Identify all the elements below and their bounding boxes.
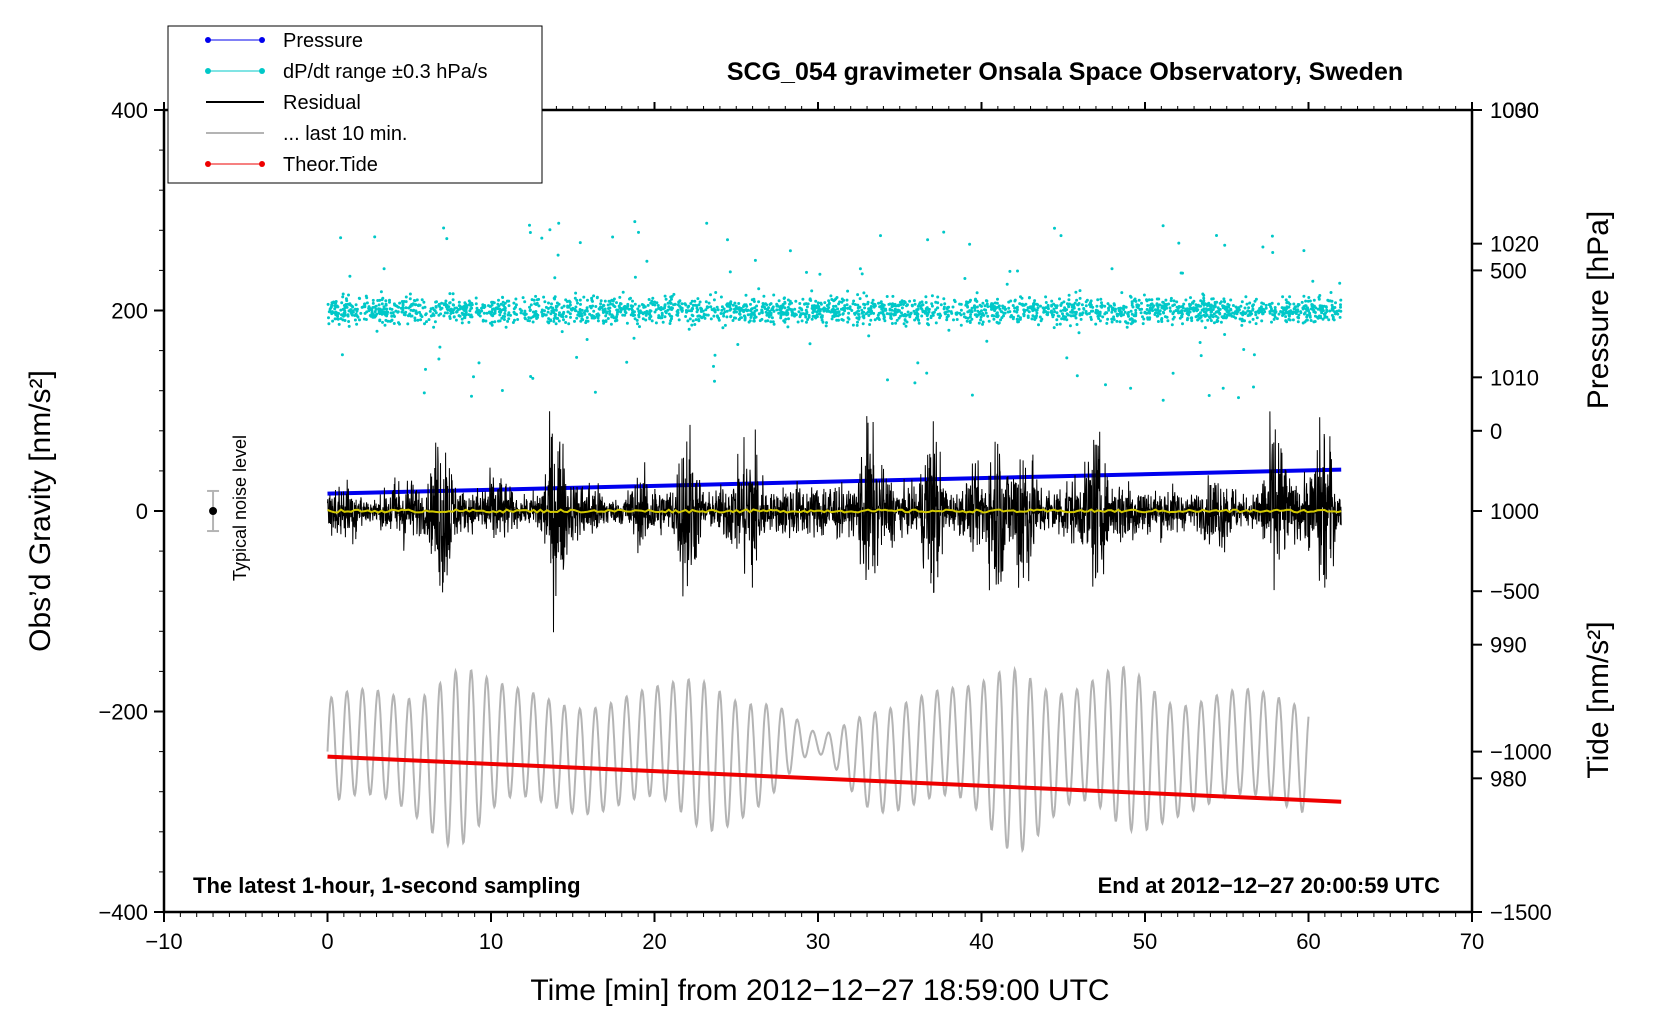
y-tick-label-left: −400 [98,900,148,925]
pressure-tick-label: 980 [1490,766,1527,791]
x-tick-label: 0 [321,929,333,954]
annotation-end-time: End at 2012−12−27 20:00:59 UTC [1098,873,1441,898]
pressure-tick-label: 1020 [1490,232,1539,257]
legend-label: Pressure [283,30,363,52]
tide-tick-label: 1000 [1490,98,1539,123]
noise-marker-dot [209,507,218,515]
legend: Pressure dP/dt range ±0.3 hPa/s Residual..… [167,25,543,184]
x-tick-label: 30 [806,929,830,954]
x-axis-label: Time [min] from 2012−12−27 18:59:00 UTC [530,974,1109,1007]
y-tick-label-left: 0 [136,499,148,524]
legend-swatch-dot [259,161,265,167]
pressure-line [327,467,1342,496]
tide-tick-label: −1000 [1490,740,1552,765]
tide-tick-label: −1500 [1490,900,1552,925]
x-tick-label: −10 [145,929,182,954]
legend-label: Theor.Tide [283,154,378,176]
y-axis-label-tide: Tide [nm/s²] [1582,621,1615,778]
dpdt-scatter-points [326,220,1343,402]
x-tick-label: 70 [1460,929,1484,954]
annotation-sampling: The latest 1-hour, 1-second sampling [193,873,581,898]
legend-swatch-dot [205,37,211,43]
axes-layer: −10 0 10 20 30 40 50 60 704002000−200−4001030102… [98,98,1551,954]
tide-tick-label: −500 [1490,579,1540,604]
legend-swatch-dot [205,161,211,167]
residual-line [327,411,1342,633]
x-tick-label: 10 [479,929,503,954]
pressure-tick-label: 1030 [1490,98,1539,123]
x-tick-label: 40 [969,929,993,954]
legend-swatch-dot [205,68,211,74]
x-tick-label: 60 [1296,929,1320,954]
tide-tick-label: 500 [1490,258,1527,283]
pressure-tick-label: 990 [1490,633,1527,658]
y-tick-label-left: −200 [98,700,148,725]
noise-marker [207,489,220,533]
legend-swatch-dot [259,37,265,43]
legend-swatch-dot [259,68,265,74]
legend-label: ... last 10 min. [283,123,408,145]
y-axis-label-pressure: Pressure [hPa] [1582,211,1615,409]
pressure-tick-label: 1000 [1490,499,1539,524]
y-tick-label-left: 400 [111,98,148,123]
theor-tide-line [327,754,1342,804]
y-axis-label-gravity-text: Obs’d Gravity [nm/s²] [24,370,57,652]
pressure-tick-label: 1010 [1490,365,1539,390]
legend-box [167,25,543,184]
chart-title: SCG_054 gravimeter Onsala Space Observat… [727,58,1403,86]
x-tick-label: 20 [642,929,666,954]
tide-tick-label: 0 [1490,419,1502,444]
y-tick-label-left: 200 [111,299,148,324]
noise-level-label: Typical noise level [230,435,250,581]
residual-mean-line [327,508,1342,514]
y-axis-label-gravity: Obs’d Gravity [nm/s²] [24,370,57,652]
data-layer [326,220,1343,854]
legend-label: dP/dt range ±0.3 hPa/s [283,61,487,83]
last-10-min-line [326,665,1310,854]
x-tick-label: 50 [1133,929,1157,954]
legend-label: Residual [283,92,361,114]
